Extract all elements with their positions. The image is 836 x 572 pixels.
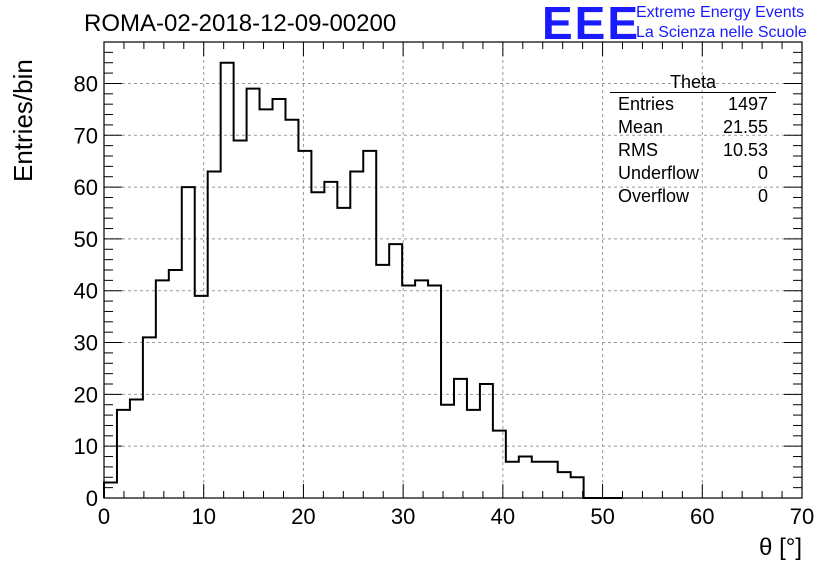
histogram-bin [363, 151, 376, 498]
histogram-bin [104, 482, 117, 498]
histogram-bin [169, 270, 182, 498]
stats-row-rms: RMS 10.53 [610, 139, 776, 162]
stats-value: 0 [757, 163, 768, 183]
histogram-bin [195, 296, 208, 498]
histogram-series-line [103, 61, 623, 499]
x-tick-label: 10 [191, 504, 215, 529]
stats-value: 21.55 [722, 117, 768, 137]
histogram-bin [298, 151, 311, 498]
stats-label: Overflow [618, 186, 690, 206]
histogram-bin [337, 208, 350, 498]
stats-value: 1497 [727, 94, 768, 114]
histogram-bin [532, 462, 545, 498]
histogram-bin [208, 172, 221, 498]
histogram-bin [234, 140, 247, 498]
histogram-bin [571, 477, 584, 498]
x-tick-label: 0 [98, 504, 110, 529]
stats-row-underflow: Underflow 0 [610, 162, 776, 185]
histogram-bin [221, 63, 234, 498]
stats-value: 0 [757, 186, 768, 206]
y-tick-label: 50 [74, 227, 98, 252]
stats-row-overflow: Overflow 0 [610, 185, 776, 208]
x-tick-label: 40 [491, 504, 515, 529]
stats-box: Theta Entries 1497 Mean 21.55 RMS 10.53 … [610, 72, 776, 208]
stats-value: 10.53 [722, 140, 768, 160]
stats-label: Entries [618, 94, 675, 114]
eee-logo: EEE [542, 0, 641, 49]
x-tick-label: 50 [590, 504, 614, 529]
y-tick-label: 70 [74, 123, 98, 148]
histogram-bin [273, 99, 286, 498]
histogram-bin [389, 244, 402, 498]
histogram-bin [324, 182, 337, 498]
histogram-bin [545, 462, 558, 498]
x-tick-label: 20 [291, 504, 315, 529]
y-tick-label: 60 [74, 175, 98, 200]
stats-box-title: Theta [610, 72, 776, 93]
histogram-bin [156, 280, 169, 498]
histogram-bin [117, 410, 130, 498]
histogram-bin [285, 120, 298, 498]
y-tick-label: 0 [86, 486, 98, 511]
stats-label: Mean [618, 117, 664, 137]
stats-row-entries: Entries 1497 [610, 93, 776, 116]
y-tick-label: 20 [74, 382, 98, 407]
histogram-bin [182, 187, 195, 498]
histogram-bin [130, 400, 143, 498]
x-tick-label: 70 [790, 504, 814, 529]
histogram-bin [376, 265, 389, 498]
histogram-bin [402, 286, 415, 498]
y-tick-label: 80 [74, 71, 98, 96]
y-tick-label: 10 [74, 434, 98, 459]
histogram-bin [506, 462, 519, 498]
chart-title: ROMA-02-2018-12-09-00200 [84, 10, 397, 37]
histogram-bin [428, 286, 441, 498]
histogram-bin [415, 280, 428, 498]
histogram-bin [311, 192, 324, 498]
logo-line-1: Extreme Energy Events [636, 4, 805, 21]
histogram-bin [247, 89, 260, 498]
y-tick-label: 40 [74, 279, 98, 304]
histogram-bin [260, 109, 273, 498]
histogram-bin [441, 405, 454, 498]
histogram-bin [558, 472, 571, 498]
histogram-bin [454, 379, 467, 498]
histogram-bin [143, 337, 156, 498]
histogram-bin [493, 431, 506, 498]
stats-label: Underflow [618, 163, 700, 183]
x-axis-label: θ [°] [759, 534, 802, 561]
x-tick-label: 60 [690, 504, 714, 529]
histogram-bin [467, 410, 480, 498]
stats-row-mean: Mean 21.55 [610, 116, 776, 139]
histogram-bin [350, 172, 363, 498]
histogram-bin [480, 384, 493, 498]
logo-line-2: La Scienza nelle Scuole [636, 24, 807, 41]
histogram-bin [519, 457, 532, 498]
y-tick-label: 30 [74, 331, 98, 356]
stats-label: RMS [618, 140, 658, 160]
x-tick-label: 30 [391, 504, 415, 529]
